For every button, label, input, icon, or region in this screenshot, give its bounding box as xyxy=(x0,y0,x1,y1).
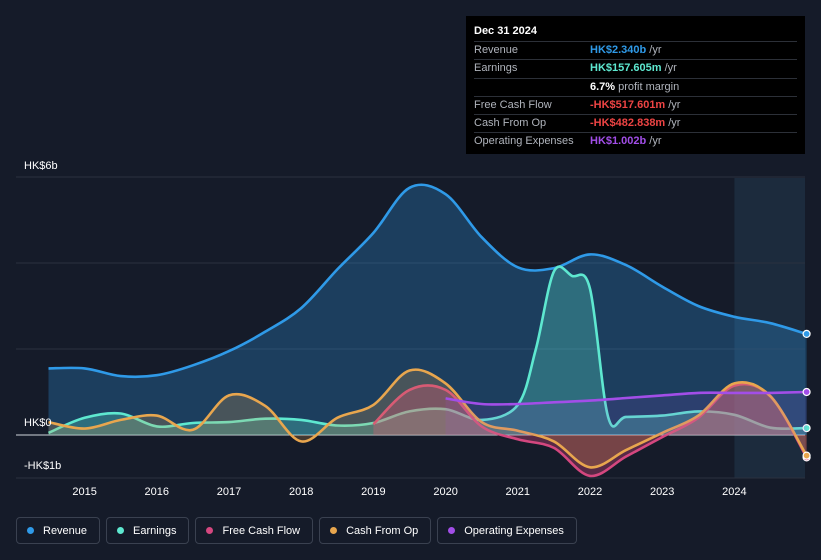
x-tick-label-2022: 2022 xyxy=(577,486,603,498)
tooltip-row-label: Earnings xyxy=(474,62,518,75)
tooltip-row-value: -HK$482.838m xyxy=(590,117,666,130)
legend-item-earnings[interactable]: Earnings xyxy=(106,517,190,544)
earnings-end-point xyxy=(802,424,811,433)
tooltip-row-unit: profit margin xyxy=(618,80,680,93)
tooltip-row-value: -HK$517.601m xyxy=(590,98,666,111)
tooltip-row-value: 6.7% xyxy=(590,80,616,93)
tooltip-row: 6.7% profit margin xyxy=(474,77,797,96)
legend-label: Free Cash Flow xyxy=(222,524,301,537)
tooltip-row-label: Free Cash Flow xyxy=(474,98,552,111)
x-tick-label-2023: 2023 xyxy=(649,486,675,498)
x-tick-label-2021: 2021 xyxy=(505,486,531,498)
tooltip-date: Dec 31 2024 xyxy=(474,25,537,37)
cash-from-op-line xyxy=(48,368,808,469)
tooltip-row-label: Revenue xyxy=(474,44,519,56)
legend-dot-icon xyxy=(117,527,125,534)
operating-expenses-end-point xyxy=(802,387,811,397)
tooltip-row-unit: /yr xyxy=(668,98,681,111)
cash-from-op-area xyxy=(48,369,807,468)
tooltip-panel: Dec 31 2024 Revenue HK$2.340b/yr Earnings H… xyxy=(466,16,805,154)
cash-from-op-end-point xyxy=(802,451,811,460)
legend: Revenue Earnings Free Cash Flow Cash From O… xyxy=(16,517,583,544)
tooltip-row: Cash From Op -HK$482.838m/yr xyxy=(474,114,797,132)
y-tick-label-top: HK$6b xyxy=(24,160,58,172)
revenue-area xyxy=(48,184,807,435)
tooltip-row-label: Cash From Op xyxy=(474,117,547,130)
x-tick-label-2018: 2018 xyxy=(288,486,314,498)
operating-expenses-area xyxy=(445,392,807,435)
tooltip-row-label xyxy=(474,79,590,96)
tooltip-row-value: HK$1.002b xyxy=(590,135,647,148)
tooltip-row-label: Operating Expenses xyxy=(474,135,574,148)
free-cash-flow-line xyxy=(372,382,808,478)
legend-label: Cash From Op xyxy=(346,524,419,537)
legend-label: Operating Expenses xyxy=(464,524,564,537)
x-tick-label-2024: 2024 xyxy=(722,486,747,498)
tooltip-row-unit: /yr xyxy=(649,44,662,56)
legend-item-revenue[interactable]: Revenue xyxy=(16,517,101,544)
x-tick-label-2020: 2020 xyxy=(433,486,458,498)
tooltip-row-unit: /yr xyxy=(668,117,681,130)
legend-item-operating-expenses[interactable]: Operating Expenses xyxy=(437,517,577,544)
x-tick-label-2016: 2016 xyxy=(144,486,170,498)
earnings-line xyxy=(47,265,807,435)
tooltip-row: Operating Expenses HK$1.002b/yr xyxy=(474,132,797,150)
legend-dot-icon xyxy=(206,527,214,534)
y-tick-label-bottom: -HK$1b xyxy=(24,460,62,472)
legend-item-free-cash-flow[interactable]: Free Cash Flow xyxy=(195,517,314,544)
tooltip-row-value: HK$157.605m xyxy=(590,62,662,75)
legend-dot-icon xyxy=(330,527,338,534)
legend-item-cash-from-op[interactable]: Cash From Op xyxy=(319,517,432,544)
legend-label: Revenue xyxy=(43,524,88,537)
x-tick-label-2015: 2015 xyxy=(72,486,97,498)
tooltip-row: Earnings HK$157.605m/yr xyxy=(474,59,797,77)
tooltip-row-unit: /yr xyxy=(664,62,677,75)
revenue-end-point xyxy=(802,329,811,338)
x-tick-label-2019: 2019 xyxy=(361,486,386,498)
revenue-line xyxy=(48,183,807,379)
legend-dot-icon xyxy=(27,527,34,534)
tooltip-row: Free Cash Flow -HK$517.601m/yr xyxy=(474,95,797,114)
tooltip-row-unit: /yr xyxy=(649,135,662,148)
tooltip-row: Revenue HK$2.340b/yr xyxy=(474,41,797,59)
tooltip-rows: Revenue HK$2.340b/yr Earnings HK$157.605m/y… xyxy=(474,41,797,151)
x-tick-label-2017: 2017 xyxy=(216,486,242,498)
legend-dot-icon xyxy=(448,527,456,534)
legend-label: Earnings xyxy=(133,524,177,537)
y-tick-label-zero: HK$0 xyxy=(24,417,52,429)
tooltip-row-value: HK$2.340b xyxy=(590,44,647,56)
operating-expenses-line xyxy=(445,390,807,406)
